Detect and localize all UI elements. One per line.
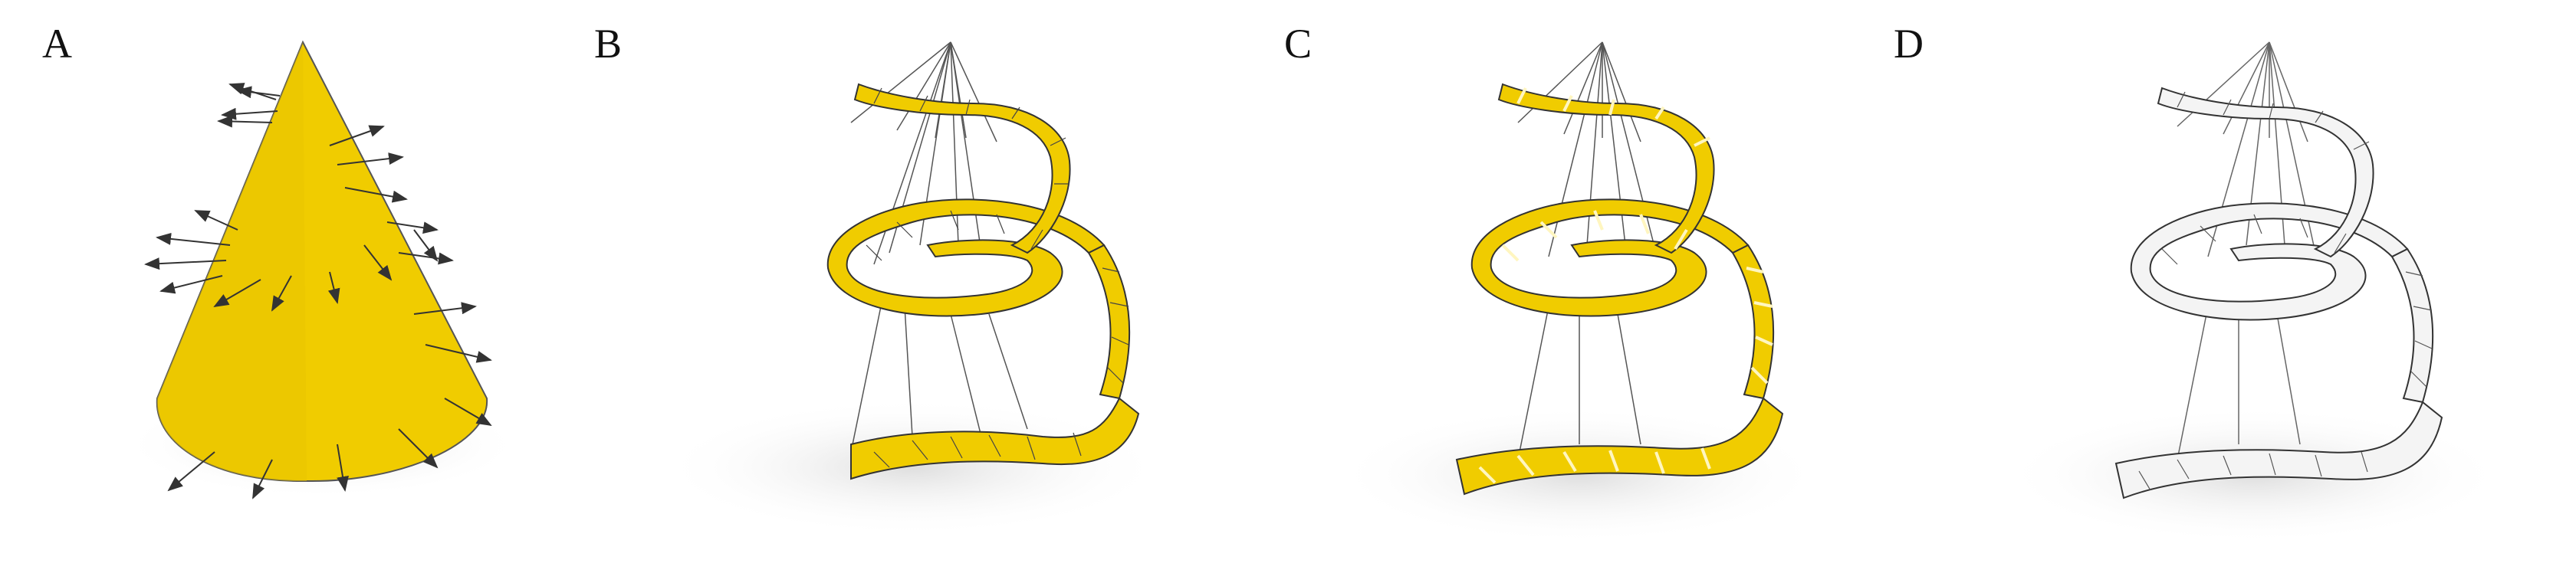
panel-b: B (552, 0, 1242, 573)
helix-shadow (1334, 406, 1825, 544)
strip-middle-loop (2130, 202, 2409, 321)
strip-right-rise (1087, 244, 1131, 400)
apex-lines (850, 41, 1028, 453)
panel-c: C (1242, 0, 1886, 573)
strip-middle-loop (826, 198, 1106, 317)
cone-illustration (123, 40, 521, 499)
helix-shadow (659, 398, 1165, 536)
strip-bottom-turn (850, 397, 1140, 480)
strip-bottom-turn (1455, 397, 1784, 496)
panel-label-d: D (1894, 21, 1924, 67)
normal-arrows (144, 83, 492, 499)
panel-label-c: C (1284, 21, 1313, 67)
strip-top-loop (2157, 87, 2374, 258)
strip-top-loop (853, 83, 1071, 254)
apex-lines (1517, 41, 1657, 460)
panel-seams (2138, 91, 2433, 491)
highlighted-edges (1478, 87, 1773, 484)
helix-strip-highlighted (1334, 41, 1825, 544)
triangulation-lines (866, 87, 1129, 468)
strip-bottom-turn (2114, 401, 2443, 499)
panel-label-a: A (42, 21, 72, 67)
strip-middle-loop (1470, 198, 1750, 317)
panel-label-b: B (594, 21, 623, 67)
panel-a: A (0, 0, 552, 573)
strip-right-rise (2390, 247, 2434, 404)
cone-shade (156, 42, 307, 482)
helix-strip-yellow (659, 41, 1165, 536)
panel-d: D (1886, 0, 2576, 573)
helix-strip-white (2001, 41, 2507, 544)
